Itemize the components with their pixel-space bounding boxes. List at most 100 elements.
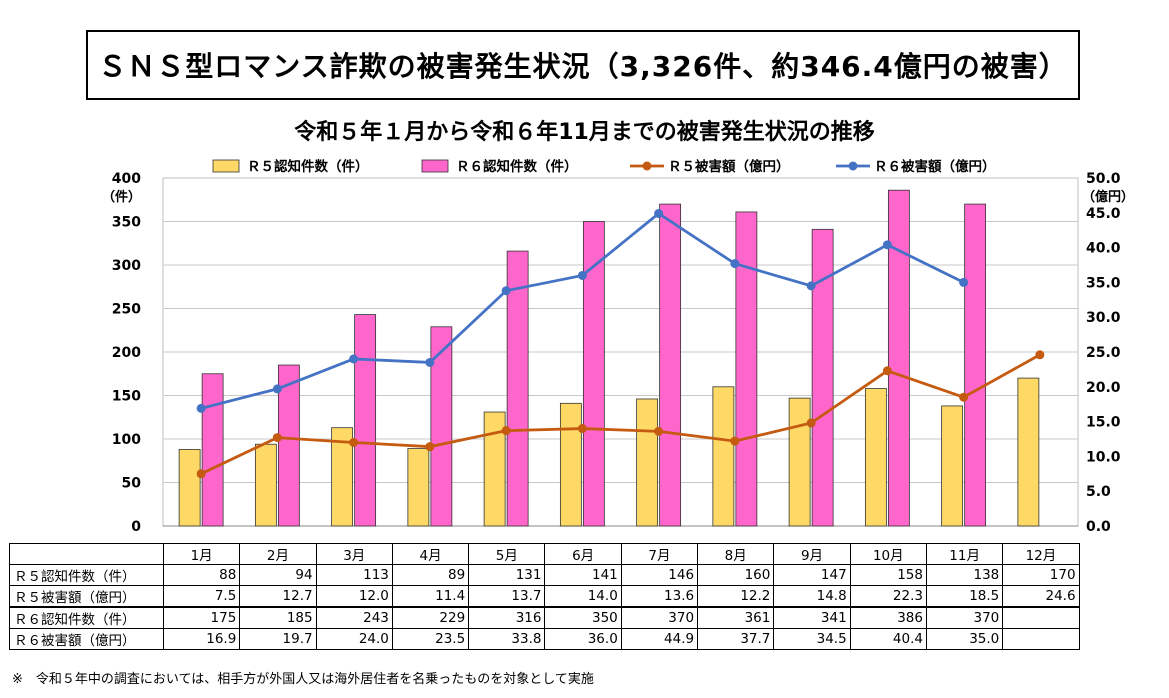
table-cell: 341 <box>773 606 851 629</box>
table-cell: 370 <box>620 606 699 629</box>
table-month-header: 1月 <box>162 543 241 565</box>
legend-marker <box>848 161 858 171</box>
table-cell: 22.3 <box>849 585 927 608</box>
bar-r5-count <box>864 388 887 527</box>
point-r5-damage <box>959 392 969 402</box>
point-r5-damage <box>730 436 740 446</box>
table-cell: 24.0 <box>315 628 393 650</box>
table-cell <box>1002 628 1080 650</box>
table-cell: 146 <box>620 564 699 586</box>
table-month-header: 12月 <box>1002 543 1080 565</box>
y-right-tick-label: 45.0 <box>1086 206 1121 222</box>
table-row: Ｒ５被害額（億円） 7.5 12.7 12.0 11.4 13.7 14.0 13.6 12.2… <box>9 585 1080 608</box>
bar-r5-count <box>636 398 659 527</box>
table-cell: 131 <box>468 564 546 586</box>
point-r6-damage <box>577 270 587 280</box>
point-r6-damage <box>806 281 816 291</box>
table-month-header: 5月 <box>468 543 546 565</box>
table-row-label: Ｒ５認知件数（件） <box>9 564 164 586</box>
point-r6-damage <box>730 259 740 269</box>
y-left-tick-label: 400 <box>112 171 141 187</box>
table-cell: 185 <box>239 606 317 629</box>
table-cell: 12.2 <box>697 585 775 608</box>
table-cell: 170 <box>1002 564 1080 586</box>
y-left-tick-label: 350 <box>112 215 141 231</box>
table-cell: 89 <box>391 564 470 586</box>
bar-r6-count <box>582 221 605 527</box>
table-cell: 113 <box>315 564 393 586</box>
table-month-header: 3月 <box>315 543 393 565</box>
bar-r6-count <box>430 326 453 527</box>
table-month-header: 8月 <box>697 543 775 565</box>
table-cell: 94 <box>239 564 317 586</box>
point-r6-damage <box>501 286 511 296</box>
combo-chart: 0 50 100 150 200 250 300 350 400 （件） 0.0 5.0 10.0 15.… <box>102 158 1134 535</box>
table-cell: 23.5 <box>391 628 470 650</box>
y-right-tick-label: 35.0 <box>1086 275 1121 291</box>
point-r5-damage <box>806 418 816 428</box>
table-month-header: 2月 <box>239 543 317 565</box>
point-r6-damage <box>654 208 664 218</box>
point-r5-damage <box>654 426 664 436</box>
point-r5-damage <box>882 366 892 376</box>
y-right-tick-label: 15.0 <box>1086 415 1121 431</box>
legend-label: Ｒ５認知件数（件） <box>247 158 369 175</box>
table-cell: 138 <box>925 564 1004 586</box>
bar-r5-count <box>1017 377 1040 527</box>
table-cell: 147 <box>773 564 851 586</box>
table-cell: 12.7 <box>239 585 317 608</box>
table-row-label: Ｒ６被害額（億円） <box>9 628 164 650</box>
y-right-tick-label: 25.0 <box>1086 345 1121 361</box>
y-left-tick-label: 150 <box>112 389 141 405</box>
bar-r6-count <box>964 203 987 527</box>
point-r6-damage <box>959 277 969 287</box>
table-cell: 7.5 <box>162 585 241 608</box>
point-r6-damage <box>349 354 359 364</box>
legend-label: Ｒ５被害額（億円） <box>668 158 790 175</box>
table-cell: 141 <box>544 564 622 586</box>
table-row: Ｒ６認知件数（件） 175 185 243 229 316 350 370 361 341 386 3… <box>9 606 1080 629</box>
table-cell: 12.0 <box>315 585 393 608</box>
point-r6-damage <box>272 384 282 394</box>
y-left-unit: （件） <box>102 189 141 205</box>
legend-swatch <box>212 159 240 173</box>
legend-marker <box>642 161 652 171</box>
table-month-header: 9月 <box>773 543 851 565</box>
bar-r6-count <box>201 373 224 527</box>
legend-label: Ｒ６認知件数（件） <box>456 158 578 175</box>
line-r5-damage <box>200 353 1041 476</box>
table-cell: 361 <box>697 606 775 629</box>
table-row: Ｒ５認知件数（件） 88 94 113 89 131 141 146 160 147 158 138 1… <box>9 564 1080 586</box>
bar-r5-count <box>331 427 354 527</box>
table-row: Ｒ６被害額（億円） 16.9 19.7 24.0 23.5 33.8 36.0 44.9 37.… <box>9 628 1080 650</box>
point-r6-damage <box>882 240 892 250</box>
y-right-tick-label: 40.0 <box>1086 241 1121 257</box>
table-cell: 33.8 <box>468 628 546 650</box>
table-cell: 88 <box>162 564 241 586</box>
bar-r5-count <box>407 448 430 527</box>
y-right-tick-label: 20.0 <box>1086 380 1121 396</box>
table-cell: 386 <box>849 606 927 629</box>
y-left-tick-label: 50 <box>122 476 142 492</box>
table-row-label: Ｒ５被害額（億円） <box>9 585 164 608</box>
bar-r6-count <box>811 228 834 527</box>
point-r5-damage <box>349 437 359 447</box>
point-r5-damage <box>1035 350 1045 360</box>
table-corner-cell <box>9 543 164 565</box>
data-table: 1月 2月 3月 4月 5月 6月 7月 8月 9月 10月 11月 12月 Ｒ５認知件数（件） 88 94… <box>9 543 1080 650</box>
table-cell: 160 <box>697 564 775 586</box>
point-r5-damage <box>425 442 435 452</box>
bar-r6-count <box>659 203 682 527</box>
table-cell: 24.6 <box>1002 585 1080 608</box>
y-right-unit: （億円） <box>1082 189 1134 205</box>
table-cell: 13.7 <box>468 585 546 608</box>
point-r6-damage <box>425 357 435 367</box>
table-cell: 243 <box>315 606 393 629</box>
table-cell: 35.0 <box>925 628 1004 650</box>
point-r5-damage <box>272 433 282 443</box>
y-right-tick-label: 30.0 <box>1086 310 1121 326</box>
point-r5-damage <box>577 424 587 434</box>
table-cell: 229 <box>391 606 470 629</box>
point-r6-damage <box>196 403 206 413</box>
table-cell: 14.0 <box>544 585 622 608</box>
